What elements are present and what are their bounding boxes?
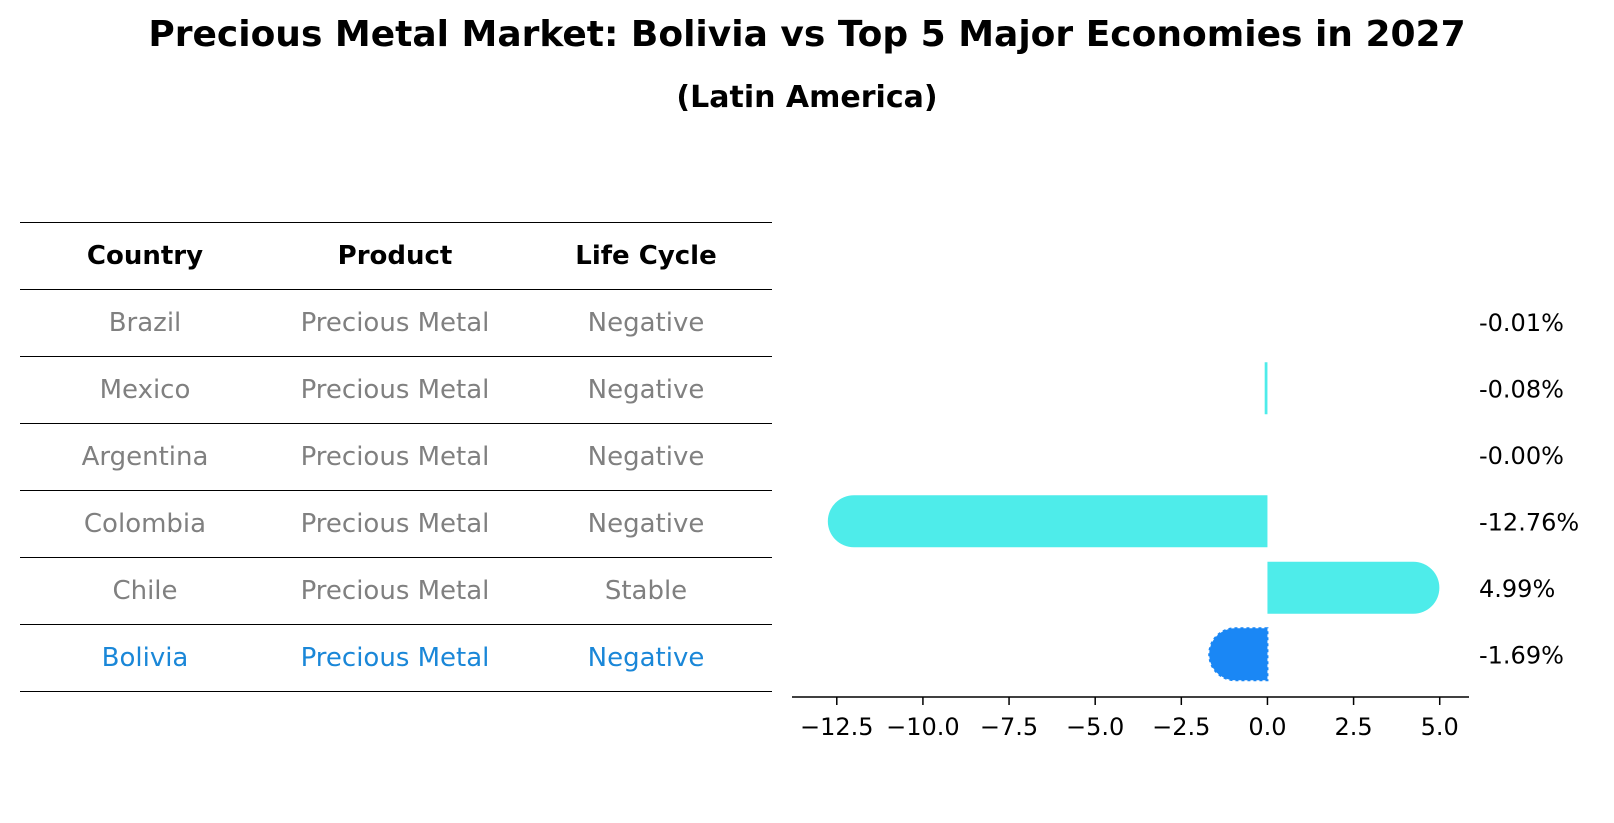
chart-subtitle: (Latin America)	[676, 80, 938, 115]
data-label-chile: 4.99%	[1479, 575, 1555, 603]
cell-country: Argentina	[20, 423, 270, 491]
x-tick-label: −7.5	[980, 713, 1038, 741]
cell-product: Precious Metal	[270, 356, 520, 424]
table-row: Chile Precious Metal Stable	[20, 557, 772, 625]
x-tick-label: −10.0	[886, 713, 960, 741]
data-table: Country Product Life Cycle Brazil Precio…	[20, 222, 772, 692]
table-row: Colombia Precious Metal Negative	[20, 490, 772, 558]
cell-product: Precious Metal	[270, 490, 520, 558]
bar-mexico	[1264, 362, 1268, 415]
x-tick-label: 0.0	[1248, 713, 1286, 741]
x-tick-label: 5.0	[1421, 713, 1459, 741]
data-label-mexico: -0.08%	[1479, 375, 1564, 403]
bar-bolivia	[1208, 627, 1269, 682]
cell-product: Precious Metal	[270, 557, 520, 625]
cell-life-cycle: Negative	[520, 289, 772, 357]
table-row: Argentina Precious Metal Negative	[20, 423, 772, 491]
x-tick-label: −2.5	[1152, 713, 1210, 741]
cell-life-cycle: Negative	[520, 423, 772, 491]
cell-life-cycle: Negative	[520, 490, 772, 558]
data-label-bolivia: -1.69%	[1479, 641, 1564, 669]
x-tick-label: 2.5	[1334, 713, 1372, 741]
header-country: Country	[20, 222, 270, 290]
cell-life-cycle: Negative	[520, 356, 772, 424]
x-tick-label: −5.0	[1066, 713, 1124, 741]
table-row: Brazil Precious Metal Negative	[20, 289, 772, 357]
cell-product: Precious Metal	[270, 624, 520, 692]
cell-country: Bolivia	[20, 624, 270, 692]
cell-country: Mexico	[20, 356, 270, 424]
table-row-highlighted: Bolivia Precious Metal Negative	[20, 624, 772, 692]
cell-country: Colombia	[20, 490, 270, 558]
chart-title: Precious Metal Market: Bolivia vs Top 5 …	[148, 14, 1466, 55]
cell-country: Brazil	[20, 289, 270, 357]
header-life-cycle: Life Cycle	[520, 222, 772, 290]
cell-life-cycle: Negative	[520, 624, 772, 692]
bar-chile	[1267, 561, 1440, 614]
cell-product: Precious Metal	[270, 423, 520, 491]
x-tick-label: −12.5	[800, 713, 874, 741]
table-header-row: Country Product Life Cycle	[20, 222, 772, 290]
cell-life-cycle: Stable	[520, 557, 772, 625]
data-label-colombia: -12.76%	[1479, 508, 1579, 536]
cell-product: Precious Metal	[270, 289, 520, 357]
cell-country: Chile	[20, 557, 270, 625]
header-product: Product	[270, 222, 520, 290]
table-row: Mexico Precious Metal Negative	[20, 356, 772, 424]
data-label-argentina: -0.00%	[1479, 442, 1564, 470]
bar-colombia	[827, 495, 1268, 548]
data-label-brazil: -0.01%	[1479, 309, 1564, 337]
